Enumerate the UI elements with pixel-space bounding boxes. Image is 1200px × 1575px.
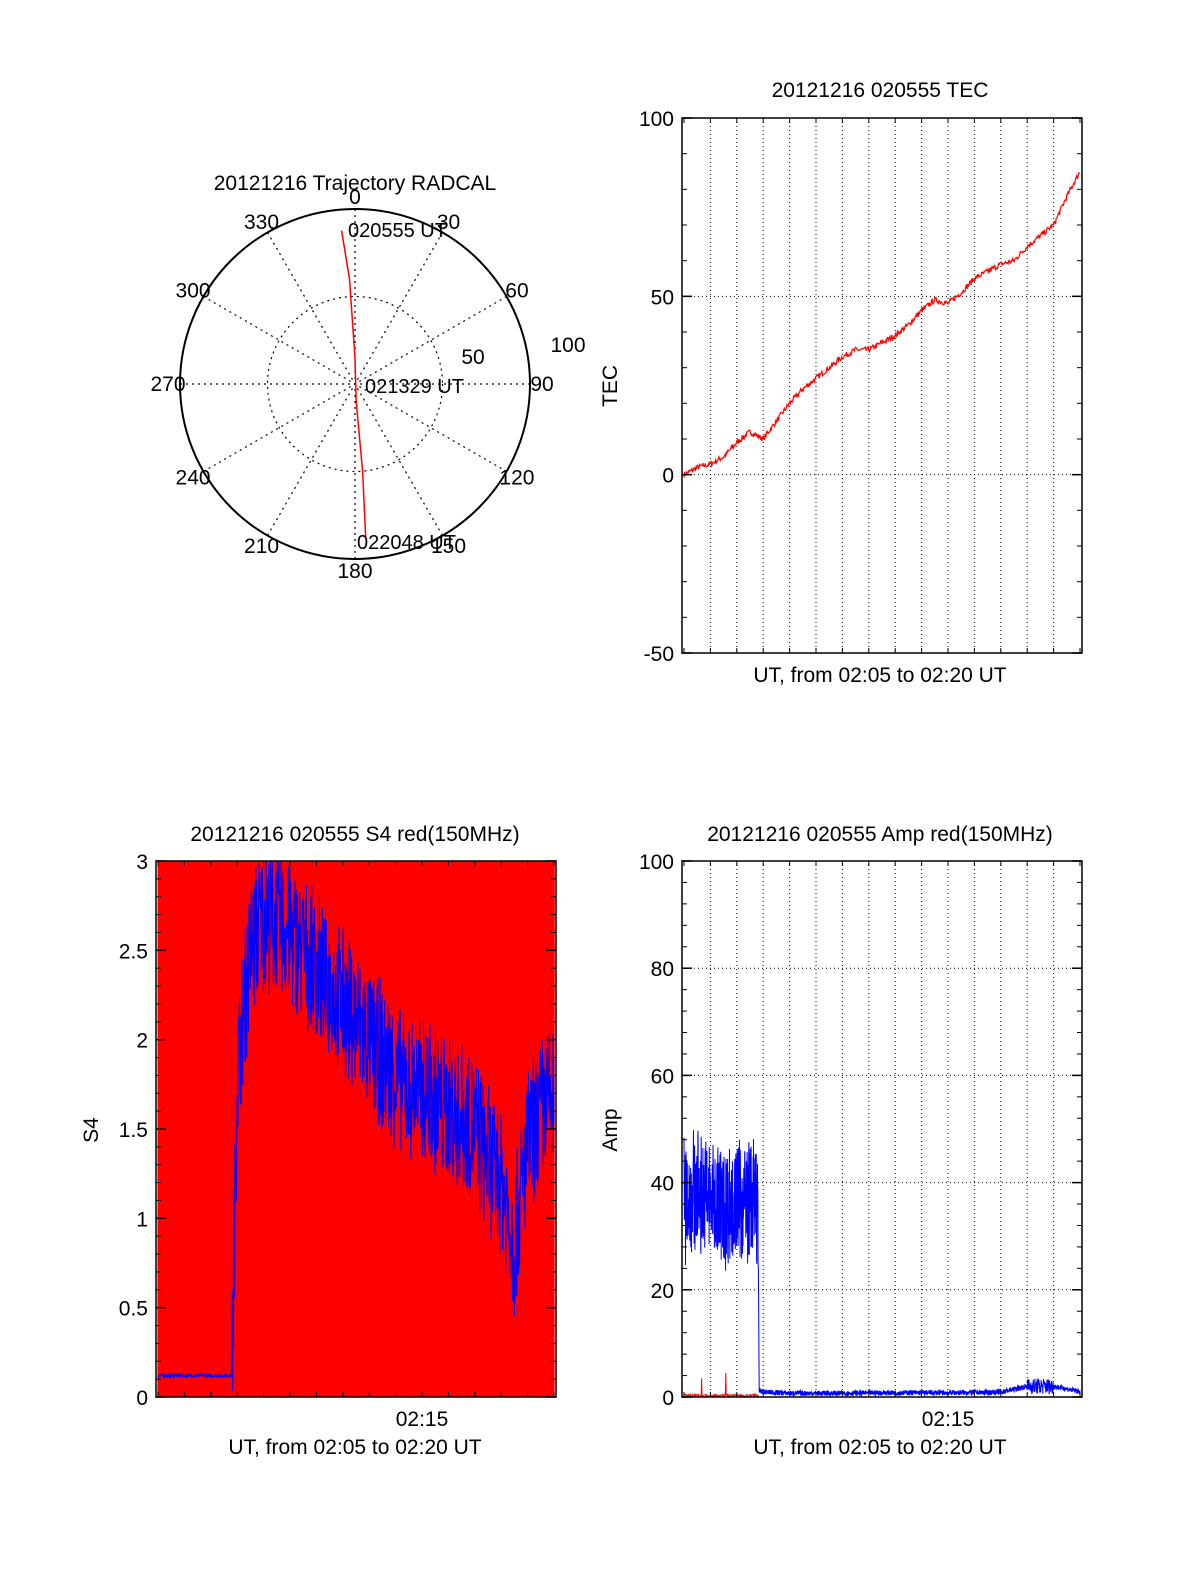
angle-label-180: 180 — [337, 560, 372, 583]
s4-axes: 0 0.5 1 1.5 2 2.5 3 — [119, 851, 557, 1410]
trajectory-labels: 0 30 60 90 120 150 180 210 240 270 300 330 50 100 — [150, 186, 585, 583]
s4-panel: 20121216 020555 S4 red(150MHz) 0 0.5 1 1.5 2… — [80, 823, 557, 1459]
tec-line — [683, 172, 1081, 478]
tec-y-tick-label: 100 — [639, 108, 674, 131]
angle-label-270: 270 — [150, 373, 185, 396]
amp-y-tick-label: 60 — [651, 1065, 674, 1088]
s4-series — [157, 860, 555, 1398]
amp-y-axis-label: Amp — [599, 1108, 622, 1151]
angle-label-0: 0 — [349, 186, 361, 209]
amp-y-tick-label: 20 — [651, 1280, 674, 1303]
s4-y-tick-label: 0.5 — [119, 1298, 148, 1321]
angle-label-240: 240 — [176, 467, 211, 490]
tec-plot-frame — [681, 117, 1083, 654]
s4-y-tick-label: 0 — [136, 1387, 148, 1410]
trajectory-title: 20121216 Trajectory RADCAL — [214, 172, 497, 195]
amp-y-tick-label: 0 — [662, 1387, 674, 1410]
tec-y-axis-label: TEC — [599, 365, 622, 407]
radial-label-50: 50 — [461, 346, 484, 369]
s4-blue-line — [157, 860, 555, 1391]
s4-title: 20121216 020555 S4 red(150MHz) — [190, 823, 519, 846]
amp-panel: 20121216 020555 Amp red(150MHz) 0 20 40 60 8… — [599, 823, 1083, 1459]
s4-red-spikes — [157, 860, 555, 1398]
s4-y-tick-label: 2 — [136, 1030, 148, 1053]
angle-label-150: 150 — [431, 535, 466, 558]
s4-y-axis-label: S4 — [80, 1117, 103, 1143]
radial-label-100: 100 — [550, 334, 585, 357]
amp-y-tick-label: 100 — [639, 851, 674, 874]
tec-grid — [682, 118, 1082, 653]
angle-label-330: 330 — [244, 211, 279, 234]
angle-label-210: 210 — [244, 535, 279, 558]
s4-y-tick-label: 1.5 — [119, 1119, 148, 1142]
trajectory-series — [340, 230, 367, 538]
tec-title: 20121216 020555 TEC — [772, 79, 989, 102]
annotation-end-time: 022048 UT — [357, 532, 456, 554]
angle-label-300: 300 — [176, 280, 211, 303]
s4-y-tick-label: 3 — [136, 851, 148, 874]
tec-x-axis-label: UT, from 02:05 to 02:20 UT — [753, 664, 1006, 687]
annotation-start-time: 020555 UT — [348, 220, 447, 242]
amp-axes: 0 20 40 60 80 100 — [639, 851, 1083, 1410]
tec-series — [683, 172, 1081, 478]
s4-x-tick-label: 02:15 — [396, 1408, 449, 1431]
amp-red-line — [683, 1372, 760, 1398]
annotation-mid-time: 021329 UT — [365, 376, 464, 398]
s4-x-axis-label: UT, from 02:05 to 02:20 UT — [228, 1436, 481, 1459]
angle-label-30: 30 — [437, 211, 460, 234]
tec-y-tick-label: 50 — [651, 286, 674, 309]
amp-plot-frame — [681, 860, 1083, 1398]
amp-x-axis-label: UT, from 02:05 to 02:20 UT — [753, 1436, 1006, 1459]
inner-circle — [266, 295, 444, 473]
amp-y-tick-label: 40 — [651, 1173, 674, 1196]
tec-y-tick-label: 0 — [662, 465, 674, 488]
angle-label-60: 60 — [505, 280, 528, 303]
amp-blue-line — [683, 1130, 1081, 1398]
amp-title: 20121216 020555 Amp red(150MHz) — [707, 823, 1053, 846]
s4-y-tick-label: 1 — [136, 1208, 148, 1231]
angle-label-90: 90 — [530, 373, 553, 396]
amp-y-tick-label: 80 — [651, 958, 674, 981]
trajectory-panel: 20121216 Trajectory RADCAL 0 30 60 90 120 150… — [150, 172, 585, 583]
amp-x-tick-label: 02:15 — [922, 1408, 975, 1431]
angle-label-120: 120 — [499, 467, 534, 490]
s4-y-tick-label: 2.5 — [119, 940, 148, 963]
tec-panel: 20121216 020555 TEC -50 0 50 100 UT, from 0… — [599, 79, 1083, 687]
amp-series — [683, 1130, 1081, 1398]
tec-axes: -50 0 50 100 — [639, 108, 1083, 666]
trajectory-line — [340, 230, 367, 538]
amp-grid — [682, 861, 1082, 1397]
tec-y-tick-label: -50 — [644, 643, 674, 666]
